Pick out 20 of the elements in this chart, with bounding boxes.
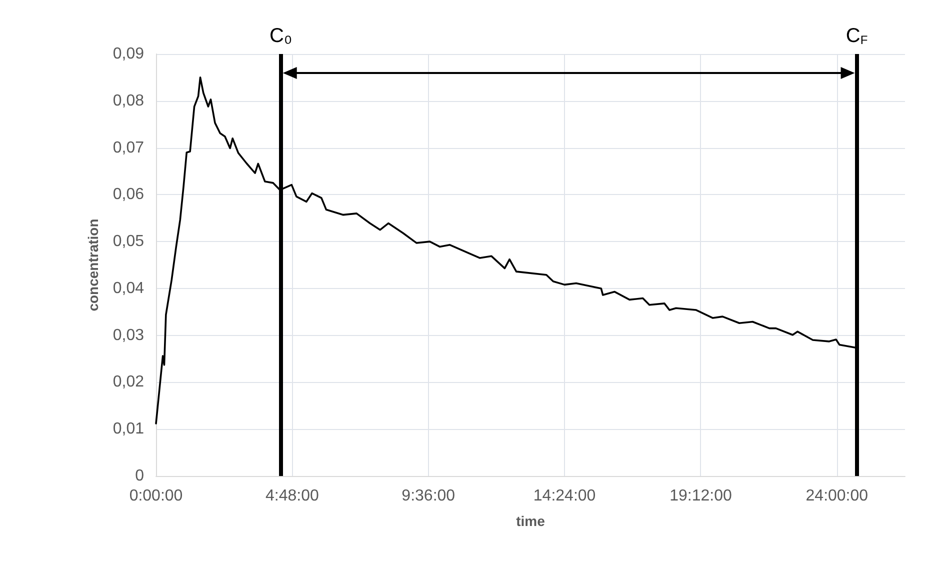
x-tick-label: 4:48:00 (265, 488, 319, 504)
y-tick-label: 0 (135, 468, 144, 484)
x-axis-title: time (516, 513, 546, 529)
y-tick-label: 0,01 (112, 420, 144, 438)
ref-line-label: CF (846, 25, 868, 47)
y-tick-label: 0,03 (112, 326, 144, 344)
x-tick-label: 0:00:00 (129, 488, 183, 504)
y-tick-label: 0,05 (112, 233, 144, 250)
x-tick-label: 19:12:00 (670, 488, 732, 504)
x-tick-label: 9:36:00 (402, 488, 456, 504)
y-tick-label: 0,09 (112, 46, 144, 62)
ref-line-label: C₀ (269, 25, 292, 47)
y-tick-label: 0,06 (112, 186, 144, 204)
y-tick-label: 0,02 (112, 374, 144, 391)
y-tick-label: 0,08 (112, 92, 144, 110)
y-axis-title: concentration (85, 218, 101, 312)
x-tick-label: 24:00:00 (806, 488, 868, 504)
y-tick-label: 0,04 (112, 280, 144, 297)
x-tick-label: 14:24:00 (533, 488, 596, 504)
y-tick-label: 0,07 (112, 139, 144, 156)
